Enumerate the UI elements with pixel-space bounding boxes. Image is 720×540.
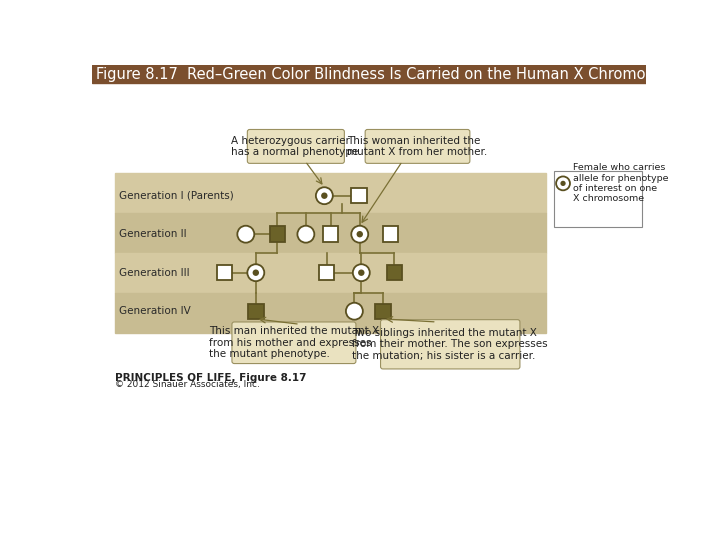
Circle shape <box>356 231 363 238</box>
Bar <box>387 265 402 280</box>
Circle shape <box>358 269 364 276</box>
FancyBboxPatch shape <box>554 171 642 226</box>
Text: Female who carries
allele for phenotype
of interest on one
X chromosome: Female who carries allele for phenotype … <box>573 163 669 204</box>
FancyBboxPatch shape <box>365 130 470 164</box>
Bar <box>248 303 264 319</box>
Bar <box>115 293 546 333</box>
Text: Generation I (Parents): Generation I (Parents) <box>119 191 233 201</box>
Bar <box>115 253 546 293</box>
Bar <box>92 65 647 83</box>
FancyBboxPatch shape <box>248 130 344 164</box>
Text: Generation III: Generation III <box>119 268 189 278</box>
Bar <box>383 226 398 242</box>
Text: © 2012 Sinauer Associates, Inc.: © 2012 Sinauer Associates, Inc. <box>115 380 260 389</box>
Circle shape <box>253 269 259 276</box>
Circle shape <box>248 264 264 281</box>
Bar <box>217 265 232 280</box>
Bar <box>115 213 546 253</box>
Text: A heterozygous carrier
has a normal phenotype.: A heterozygous carrier has a normal phen… <box>230 136 361 157</box>
Text: Two siblings inherited the mutant X
from their mother. The son expresses
the mut: Two siblings inherited the mutant X from… <box>352 328 548 361</box>
Circle shape <box>297 226 315 242</box>
Text: This woman inherited the
mutant X from her mother.: This woman inherited the mutant X from h… <box>347 136 487 157</box>
FancyBboxPatch shape <box>381 320 520 369</box>
Text: PRINCIPLES OF LIFE, Figure 8.17: PRINCIPLES OF LIFE, Figure 8.17 <box>115 373 307 383</box>
Text: Generation II: Generation II <box>119 229 186 239</box>
Text: Figure 8.17  Red–Green Color Blindness Is Carried on the Human X Chromosome: Figure 8.17 Red–Green Color Blindness Is… <box>96 66 685 82</box>
Bar <box>351 188 366 204</box>
Bar <box>270 226 285 242</box>
Circle shape <box>353 264 370 281</box>
Text: Generation IV: Generation IV <box>119 306 191 316</box>
Bar <box>115 173 546 213</box>
Bar <box>375 303 390 319</box>
Bar <box>323 226 338 242</box>
Circle shape <box>346 303 363 320</box>
Circle shape <box>316 187 333 204</box>
Circle shape <box>238 226 254 242</box>
FancyBboxPatch shape <box>232 322 356 363</box>
Circle shape <box>351 226 368 242</box>
Bar <box>319 265 334 280</box>
Circle shape <box>560 181 566 186</box>
Circle shape <box>321 192 328 199</box>
Circle shape <box>556 177 570 190</box>
Text: This man inherited the mutant X
from his mother and expresses
the mutant phenoty: This man inherited the mutant X from his… <box>209 326 379 360</box>
